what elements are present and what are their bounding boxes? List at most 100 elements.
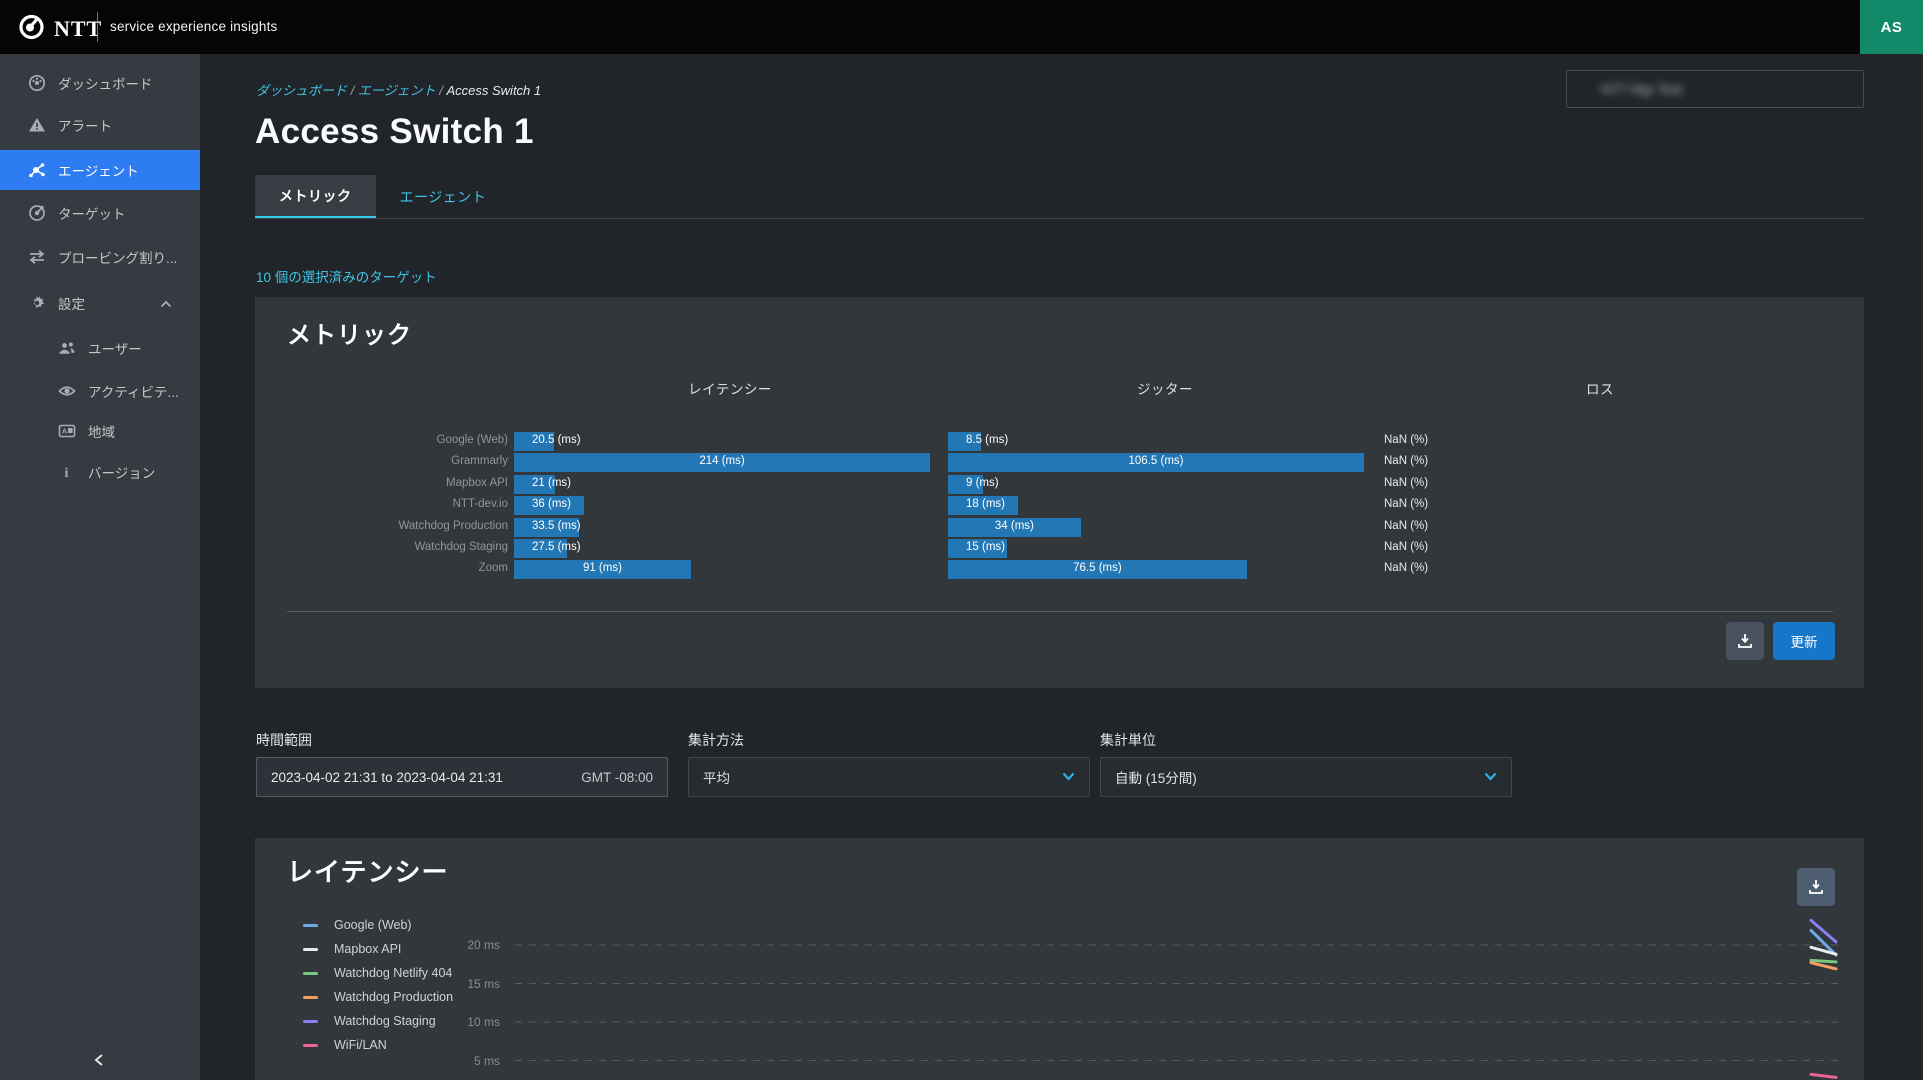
series-line-segment <box>1809 945 1838 956</box>
metric-row-label: Google (Web) <box>436 434 508 446</box>
metric-bar[interactable] <box>514 474 555 494</box>
metric-bar[interactable] <box>948 474 984 494</box>
series-line-segment <box>1809 928 1838 957</box>
eye-icon <box>58 382 76 400</box>
chevron-left-icon <box>94 1054 103 1066</box>
legend-item[interactable]: Google (Web) <box>303 918 412 932</box>
bar-cell: 9 (ms) <box>948 474 1364 494</box>
download-latency-chart-button[interactable] <box>1797 868 1835 906</box>
bar-cell: 36 (ms) <box>514 496 930 516</box>
bar-cell: 76.5 (ms) <box>948 560 1364 580</box>
metric-bar[interactable] <box>514 496 584 516</box>
metric-bar[interactable] <box>514 560 691 580</box>
legend-swatch <box>303 947 318 951</box>
sidebar-subitem-info[interactable]: i バージョン <box>0 457 200 487</box>
bar-cell: 214 (ms) <box>514 453 930 473</box>
loss-value: NaN (%) <box>1384 519 1429 532</box>
loss-value: NaN (%) <box>1384 455 1429 468</box>
metrics-card-title: メトリック <box>287 322 412 349</box>
metric-bar[interactable] <box>514 432 554 451</box>
agg-unit-value: 自動 (15分間) <box>1115 771 1197 786</box>
sidebar-item-gauge[interactable]: ダッシュボード <box>0 63 200 103</box>
metric-bar[interactable] <box>948 432 982 451</box>
sidebar-item-label: 設定 <box>58 297 85 312</box>
tab-metrics[interactable]: メトリック <box>255 175 376 219</box>
sidebar-item-gear[interactable]: 設定 <box>0 283 200 323</box>
sidebar-subitem-regions[interactable]: A 地域 <box>0 416 200 446</box>
agg-method-value: 平均 <box>703 771 730 786</box>
bar-cell: 106.5 (ms) <box>948 453 1364 473</box>
download-icon <box>1809 880 1823 894</box>
bar-cell: 18 (ms) <box>948 496 1364 516</box>
bar-value-label: 91 (ms) <box>582 562 622 575</box>
metric-row: NTT-dev.io 36 (ms) 18 (ms) NaN (%) <box>255 495 1864 516</box>
sidebar-item-target[interactable]: ターゲット <box>0 193 200 233</box>
metric-bar[interactable] <box>948 560 1247 580</box>
legend-item[interactable]: Mapbox API <box>303 942 401 956</box>
column-header-latency: レイテンシー <box>688 382 772 397</box>
sidebar-item-label: エージェント <box>58 164 139 179</box>
sidebar-collapse-button[interactable] <box>86 1048 112 1072</box>
card-divider <box>287 611 1833 612</box>
tab-agents[interactable]: エージェント <box>399 189 487 205</box>
agent-selector[interactable]: NTT Mgr Test <box>1566 70 1864 108</box>
metric-bar[interactable] <box>514 539 568 558</box>
legend-item[interactable]: Watchdog Production <box>303 990 453 1004</box>
chevron-up-icon[interactable] <box>160 296 172 311</box>
download-metrics-button[interactable] <box>1726 622 1764 660</box>
agg-method-select[interactable]: 平均 <box>688 757 1090 797</box>
breadcrumb-dashboard[interactable]: ダッシュボード <box>256 83 348 98</box>
sidebar-item-swap[interactable]: プロービング割り... <box>0 237 200 277</box>
metric-bar[interactable] <box>514 517 580 537</box>
agg-unit-select[interactable]: 自動 (15分間) <box>1100 757 1512 797</box>
metric-row-label: Mapbox API <box>445 476 508 489</box>
agg-unit-label: 集計単位 <box>1100 732 1156 748</box>
refresh-button[interactable]: 更新 <box>1773 622 1835 660</box>
legend-item[interactable]: Watchdog Staging <box>303 1014 436 1028</box>
time-range-input[interactable]: 2023-04-02 21:31 to 2023-04-04 21:31 GMT… <box>256 757 668 797</box>
sidebar-item-agents[interactable]: エージェント <box>0 150 200 190</box>
legend-label: Mapbox API <box>334 942 402 956</box>
bar-cell: 21 (ms) <box>514 474 930 494</box>
sidebar-subitem-label: ユーザー <box>88 342 142 357</box>
metric-row: Zoom 91 (ms) 76.5 (ms) NaN (%) <box>255 559 1864 580</box>
metric-row-label: Watchdog Staging <box>414 541 508 553</box>
loss-value: NaN (%) <box>1384 476 1429 489</box>
chevron-down-icon <box>1062 768 1075 786</box>
sidebar-item-label: ダッシュボード <box>58 77 153 92</box>
series-line-segment <box>1809 961 1838 971</box>
regions-icon: A <box>58 422 76 440</box>
metric-bar[interactable] <box>514 453 930 473</box>
sidebar-subitem-users[interactable]: ユーザー <box>0 333 200 363</box>
user-avatar[interactable]: AS <box>1860 0 1923 54</box>
info-icon: i <box>58 463 76 481</box>
sidebar-subitem-label: バージョン <box>88 466 156 481</box>
metric-bar[interactable] <box>948 517 1081 537</box>
legend-item[interactable]: WiFi/LAN <box>303 1038 387 1052</box>
bar-value-label: 76.5 (ms) <box>1073 562 1122 575</box>
gauge-icon <box>28 74 46 92</box>
selected-targets-link[interactable]: 10 個の選択済みのターゲット <box>256 270 437 285</box>
metric-row-label: NTT-dev.io <box>452 498 508 511</box>
sidebar-item-alert[interactable]: アラート <box>0 105 200 145</box>
loss-value: NaN (%) <box>1384 541 1429 553</box>
sidebar-subitem-eye[interactable]: アクティビテ... <box>0 376 200 406</box>
top-bar: NTT service experience insights AS <box>0 0 1923 54</box>
metric-row: Google (Web) 20.5 (ms) 8.5 (ms) NaN (%) <box>255 431 1864 452</box>
metric-row: Watchdog Production 33.5 (ms) 34 (ms) NaN (… <box>255 517 1864 538</box>
product-name: service experience insights <box>110 19 278 34</box>
legend-swatch <box>303 923 318 927</box>
breadcrumb-agents[interactable]: エージェント <box>357 83 436 98</box>
legend-swatch <box>303 1019 318 1023</box>
bar-value-label: 27.5 (ms) <box>532 541 581 553</box>
bar-cell: 33.5 (ms) <box>514 517 930 537</box>
metric-bar[interactable] <box>948 453 1364 473</box>
legend-label: Watchdog Staging <box>334 1014 436 1028</box>
metric-bar[interactable] <box>948 496 1019 516</box>
metric-bar[interactable] <box>948 539 1007 558</box>
target-icon <box>28 204 46 222</box>
bar-cell: 8.5 (ms) <box>948 432 1364 451</box>
legend-item[interactable]: Watchdog Netlify 404 <box>303 966 452 980</box>
loss-value: NaN (%) <box>1384 498 1429 511</box>
bar-value-label: 33.5 (ms) <box>532 519 581 532</box>
